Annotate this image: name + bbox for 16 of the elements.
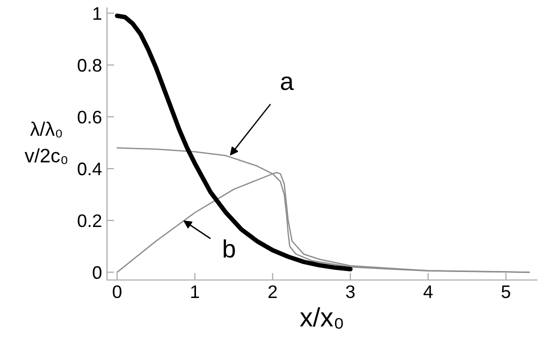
x-tick-label: 0 (112, 285, 122, 298)
annotation: b (224, 239, 235, 258)
y-tick-label: 1 (93, 7, 102, 20)
x-tick-label: 3 (346, 285, 355, 298)
x-tick-label: 1 (191, 286, 200, 298)
x-tick-label: 5 (502, 286, 510, 298)
annotation: a (280, 76, 294, 90)
x-tick-label: 2 (268, 285, 277, 298)
y-axis-title: λ/λ₀ v/2c₀ (24, 122, 68, 164)
y-tick-label: 0.6 (78, 110, 102, 124)
y-tick-label: 0.8 (78, 58, 102, 72)
y-tick-label: 0.4 (78, 162, 102, 176)
x-axis-title: x/x₀ (300, 307, 343, 329)
y-tick-label: 0.2 (78, 214, 102, 228)
y-tick-label: 0 (92, 266, 102, 279)
x-tick-label: 4 (424, 286, 433, 298)
